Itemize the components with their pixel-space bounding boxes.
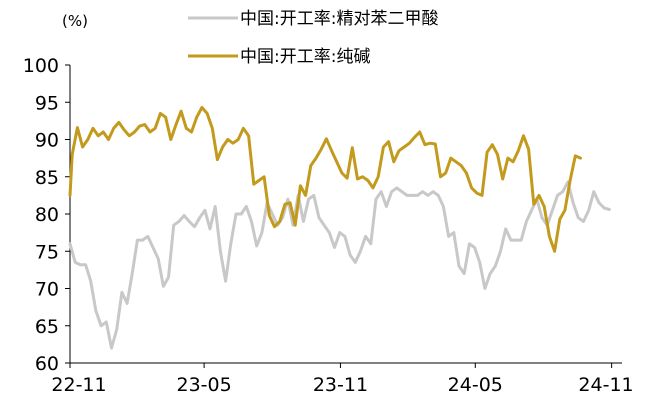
y-tick-label: 70 [35, 279, 59, 301]
x-tick-label: 24-11 [578, 374, 633, 396]
x-axis-ticks: 22-11 23-05 23-11 24-05 24-11 [51, 363, 634, 396]
y-tick-label: 90 [35, 130, 59, 152]
legend-item-pta: 中国:开工率:精对苯二甲酸 [188, 9, 438, 29]
x-tick-label: 23-05 [177, 374, 232, 396]
y-tick-label: 60 [35, 353, 59, 375]
legend-label-pta: 中国:开工率:精对苯二甲酸 [240, 9, 438, 29]
x-tick-label: 23-11 [313, 374, 368, 396]
series-lines [68, 106, 611, 350]
y-tick-label: 65 [35, 316, 59, 338]
axes [69, 65, 622, 364]
legend: 中国:开工率:精对苯二甲酸 中国:开工率:纯碱 [188, 9, 438, 67]
x-tick-label: 22-11 [51, 374, 106, 396]
unit-label: (%) [62, 12, 88, 30]
series-line-pta [68, 180, 611, 350]
legend-item-soda-ash: 中国:开工率:纯碱 [188, 47, 370, 67]
y-tick-label: 80 [35, 204, 59, 226]
y-tick-label: 95 [35, 92, 59, 114]
y-axis-ticks: 60 65 70 75 80 85 90 95 100 [23, 55, 70, 375]
legend-label-soda-ash: 中国:开工率:纯碱 [240, 47, 370, 67]
y-tick-label: 75 [35, 241, 59, 263]
y-tick-label: 100 [23, 55, 59, 77]
series-line-soda-ash [68, 106, 582, 253]
y-tick-label: 85 [35, 167, 59, 189]
x-tick-label: 24-05 [448, 374, 503, 396]
